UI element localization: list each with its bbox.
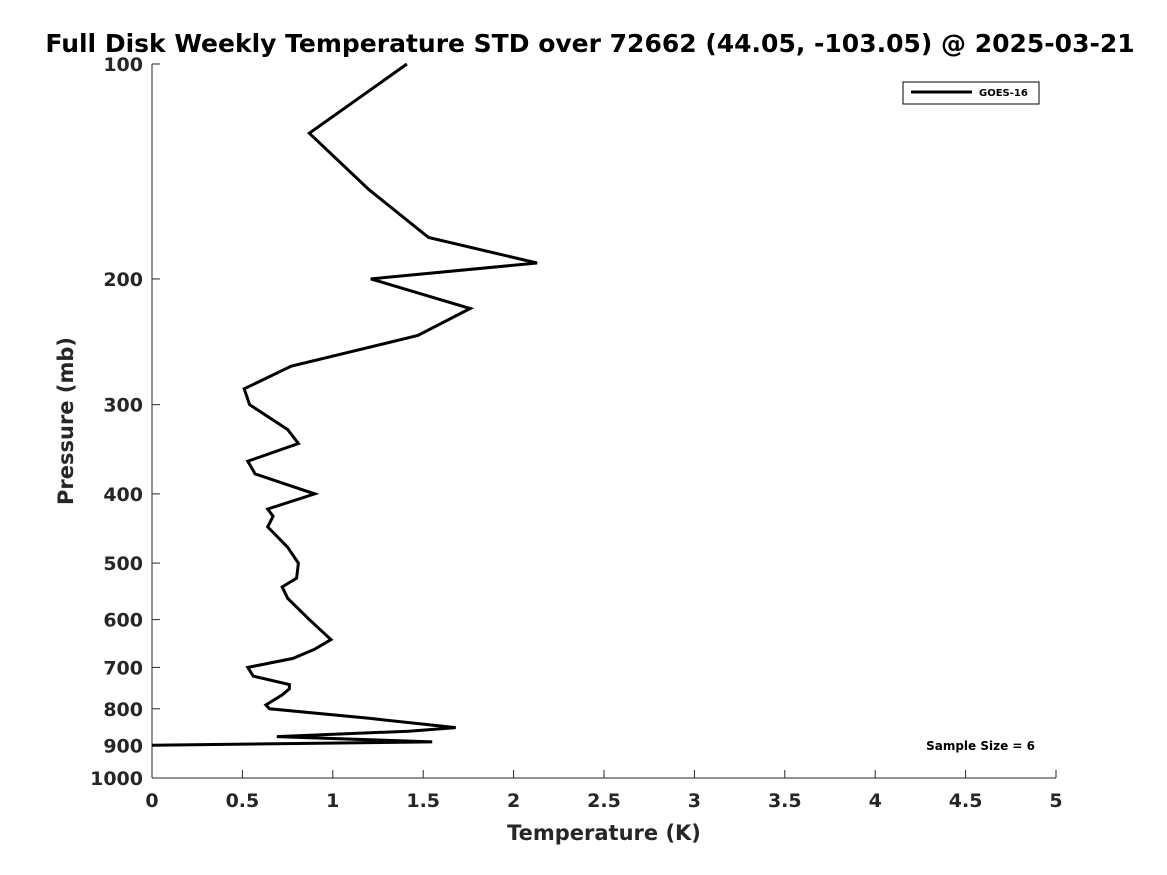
x-tick-label: 1.5 — [406, 790, 440, 812]
y-tick-label: 200 — [103, 269, 143, 291]
y-tick-label: 100 — [103, 54, 143, 76]
y-tick-label: 500 — [103, 553, 143, 575]
x-tick-label: 1 — [326, 790, 339, 812]
legend: GOES-16 — [902, 81, 1040, 105]
axes — [151, 64, 1056, 779]
y-tick-label: 900 — [103, 735, 143, 757]
chart-title: Full Disk Weekly Temperature STD over 72… — [45, 29, 1134, 58]
y-tick-label: 300 — [103, 395, 143, 417]
x-ticks: 0 0.5 1 1.5 2 2.5 3 3.5 4 4.5 5 — [145, 770, 1063, 812]
x-tick-label: 0 — [145, 790, 158, 812]
x-tick-label: 2 — [507, 790, 520, 812]
series-layer — [151, 62, 538, 747]
x-tick-label: 5 — [1049, 790, 1062, 812]
y-tick-label: 700 — [103, 657, 143, 679]
x-tick-label: 4.5 — [949, 790, 983, 812]
y-tick-label: 800 — [103, 699, 143, 721]
y-tick-label: 400 — [103, 484, 143, 506]
x-tick-label: 2.5 — [587, 790, 621, 812]
y-tick-label: 1000 — [90, 768, 143, 790]
x-tick-label: 4 — [869, 790, 882, 812]
x-tick-label: 0.5 — [226, 790, 260, 812]
series-line-goes-16 — [151, 62, 538, 747]
y-tick-label: 600 — [103, 610, 143, 632]
x-tick-label: 3 — [688, 790, 701, 812]
legend-label: GOES-16 — [979, 88, 1028, 99]
y-ticks: 100 200 300 400 500 600 700 800 900 1000 — [90, 54, 160, 790]
sample-size-annotation: Sample Size = 6 — [926, 739, 1035, 753]
x-tick-label: 3.5 — [768, 790, 802, 812]
x-axis-label: Temperature (K) — [507, 821, 701, 845]
y-axis-label: Pressure (mb) — [54, 337, 78, 505]
